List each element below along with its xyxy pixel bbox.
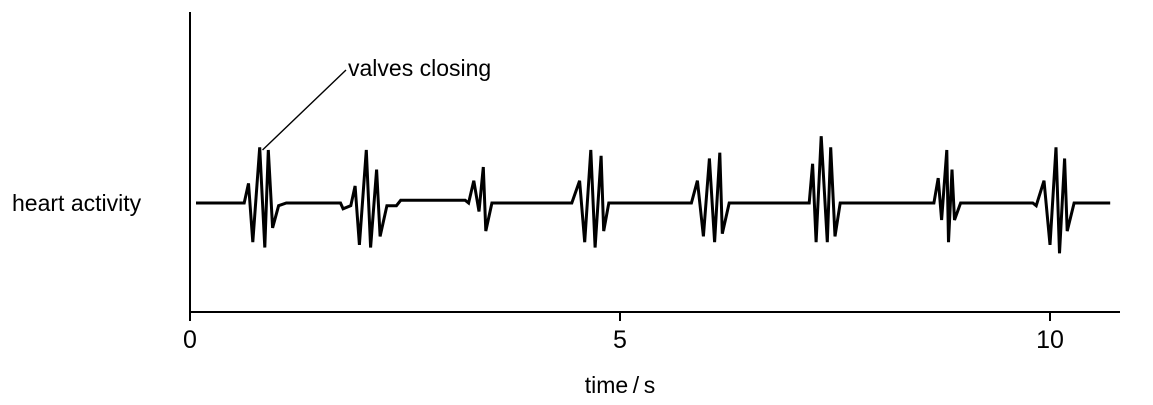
x-tick-label: 5	[613, 326, 627, 354]
annotation-valves-closing: valves closing	[348, 55, 491, 81]
heart-activity-line	[196, 136, 1111, 254]
x-tick-label: 10	[1036, 326, 1064, 354]
x-ticks: 0 5 10	[183, 312, 1064, 354]
x-tick-label: 0	[183, 326, 197, 354]
x-axis-label: time / s	[585, 372, 656, 398]
y-axis-label: heart activity	[12, 190, 142, 216]
annotation-leader-line	[262, 69, 347, 151]
